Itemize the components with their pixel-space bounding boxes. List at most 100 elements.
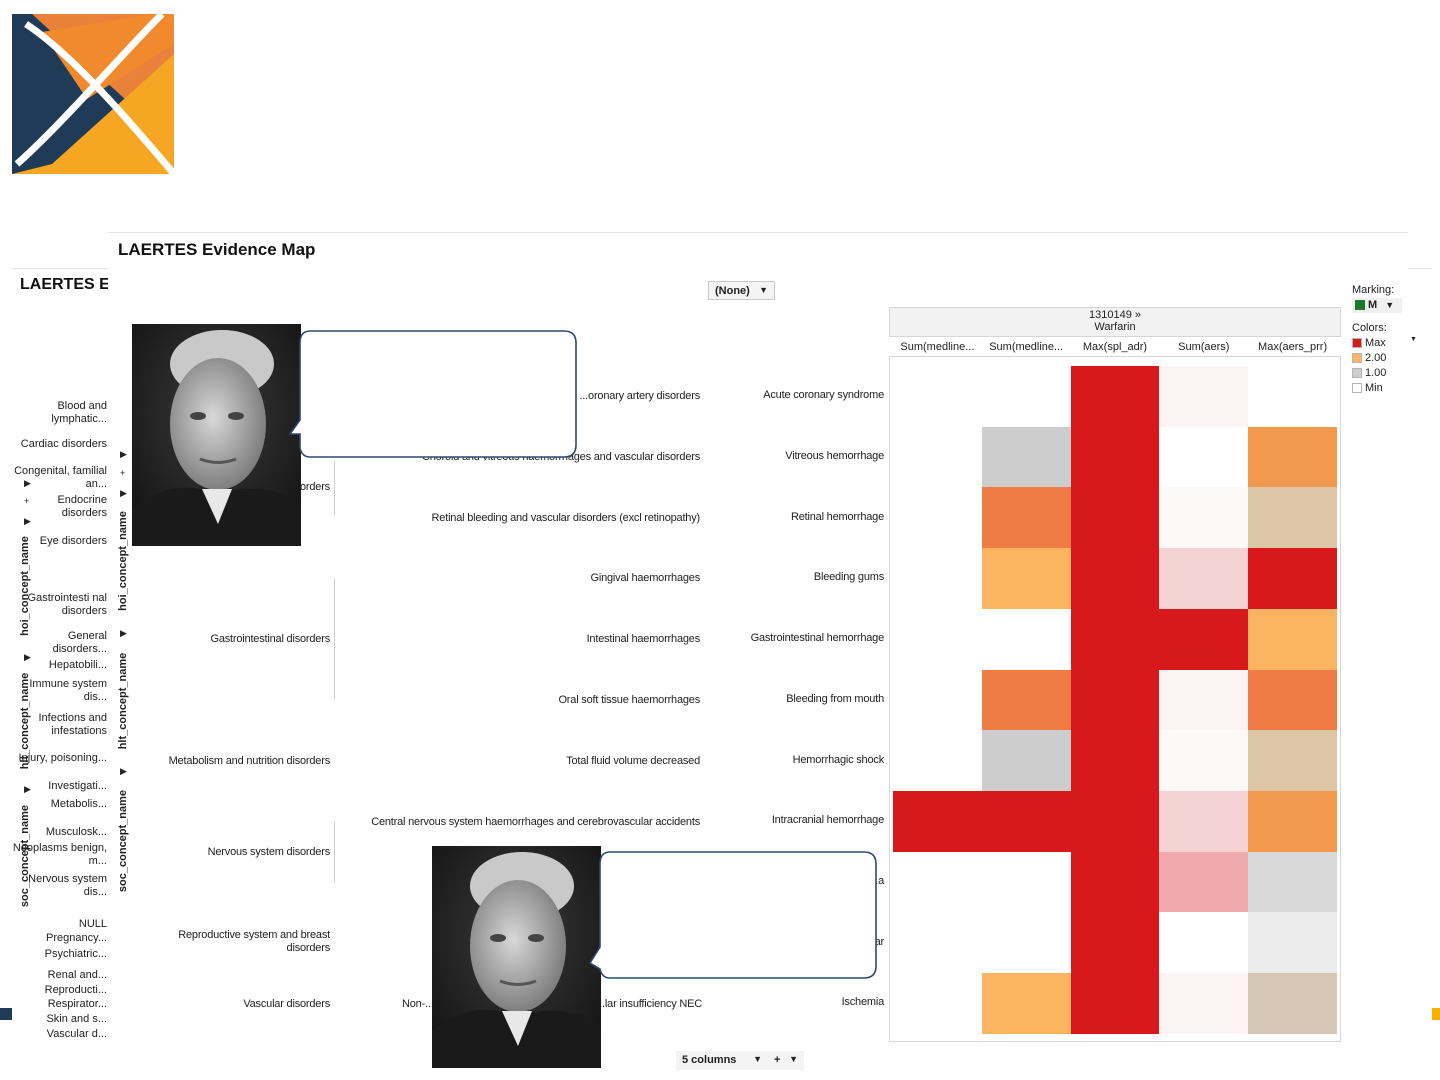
heatmap-cell <box>1070 973 1160 1035</box>
heatmap-cell <box>1248 426 1338 488</box>
color-by-value: (None) <box>715 285 750 297</box>
expand-arrow-icon[interactable]: ▶ <box>120 628 127 638</box>
speech-bubble <box>288 330 577 458</box>
heatmap-cell <box>1070 366 1160 428</box>
collapse-arrow-icon[interactable]: ▼ <box>1410 336 1417 343</box>
heatmap-cell <box>1159 608 1249 670</box>
column-header: Sum(medline... <box>900 341 975 353</box>
chevron-down-icon: ▼ <box>759 285 768 295</box>
marking-dropdown[interactable]: M ▼ <box>1352 298 1402 313</box>
axis-label-soc-2: soc_concept_name <box>117 789 129 893</box>
soc-sidebar-item: Infections and infestations <box>38 712 108 737</box>
heatmap-cell <box>1248 790 1338 853</box>
soc-sidebar-item: Hepatobili... <box>48 659 107 671</box>
heatmap-cell <box>1248 548 1338 610</box>
soc-sidebar-item: Nervous system dis... <box>28 873 107 898</box>
portrait-photo <box>132 324 301 546</box>
columns-dropdown[interactable]: 5 columns ▼ <box>676 1051 768 1070</box>
heatmap-cell <box>1159 973 1249 1035</box>
heatmap-cell <box>1159 669 1249 731</box>
legend-swatch <box>1352 353 1362 364</box>
page-title: LAERTES Evidence Map <box>118 240 316 259</box>
legend: Marking: M ▼ Colors: Max 2.00 1.00 Min <box>1352 283 1432 396</box>
axis-label-hoi: hoi_concept_name <box>19 536 31 636</box>
speech-bubble <box>588 851 877 979</box>
heatmap-cell <box>981 851 1072 913</box>
heatmap-cell <box>1248 851 1338 913</box>
portrait-photo <box>432 846 601 1068</box>
soc-sidebar-item: Endocrine disorders <box>57 494 107 519</box>
expand-arrow-icon[interactable]: ▶ <box>120 449 127 459</box>
edge-marker <box>0 1008 12 1020</box>
heatmap-cell <box>981 912 1072 974</box>
soc-sidebar-item: Musculosk... <box>45 826 107 838</box>
heatmap-cell <box>1070 851 1160 913</box>
heatmap-cell <box>1248 366 1338 428</box>
legend-swatch <box>1352 383 1362 394</box>
heatmap-cell <box>1159 912 1249 974</box>
hlt-label: Central nervous system haemorrhages and … <box>371 816 700 828</box>
hoi-label: Hemorrhagic shock <box>792 753 885 766</box>
plus-icon[interactable]: + <box>120 468 126 478</box>
expand-arrow-icon[interactable]: ▶ <box>24 516 31 526</box>
hoi-label: Gastrointestinal hemorrhage <box>750 632 885 645</box>
heatmap-cell <box>1070 730 1160 792</box>
heatmap-cell <box>981 669 1072 731</box>
soc-sidebar-item: Congenital, familial an... <box>14 465 107 490</box>
heatmap-cell <box>1248 608 1338 670</box>
page-title-back: LAERTES E <box>20 276 108 293</box>
color-by-dropdown[interactable]: (None) ▼ <box>708 281 775 300</box>
expand-arrow-icon[interactable]: ▶ <box>120 488 127 498</box>
heatmap-cell <box>1248 669 1338 731</box>
heatmap-cell <box>1248 487 1338 549</box>
soc-group-label: Gastrointestinal disorders <box>210 633 330 645</box>
heatmap-cell <box>893 973 983 1035</box>
hlt-label: Intestinal haemorrhages <box>586 633 701 645</box>
soc-sidebar-item: Neoplasms benign, m... <box>12 842 107 867</box>
soc-sidebar-item: NULL <box>78 918 107 930</box>
hoi-label: Ischemia <box>841 996 885 1009</box>
axis-label-hlt-2: hlt_concept_name <box>117 652 129 750</box>
heatmap-cell <box>1070 669 1160 731</box>
expand-arrow-icon[interactable]: ▶ <box>24 478 31 488</box>
plus-icon[interactable]: + <box>24 496 30 506</box>
hlt-label: ...oronary artery disorders <box>579 390 700 402</box>
heatmap-cell <box>893 366 983 428</box>
soc-sidebar-item: Metabolis... <box>50 798 107 810</box>
expand-arrow-icon[interactable]: ▶ <box>120 766 127 776</box>
legend-items: Max 2.00 1.00 Min <box>1352 336 1432 396</box>
soc-sidebar-item: Investigati... <box>48 780 107 792</box>
column-header: Sum(medline... <box>989 341 1064 353</box>
legend-swatch <box>1352 368 1362 379</box>
hoi-label: Vitreous hemorrhage <box>785 450 884 463</box>
drug-name: Warfarin <box>1094 321 1136 333</box>
add-column-button[interactable]: + ▼ <box>768 1051 804 1070</box>
divider <box>12 268 108 269</box>
soc-group-label: Metabolism and nutrition disorders <box>168 755 331 767</box>
heatmap-cell <box>981 973 1072 1035</box>
drug-header: 1310149 » Warfarin <box>889 307 1341 337</box>
hoi-label: Bleeding gums <box>813 571 884 584</box>
heatmap-cell <box>1159 426 1249 488</box>
heatmap-cell <box>893 426 983 488</box>
soc-sidebar-item: Eye disorders <box>39 535 107 547</box>
legend-item: 1.00 <box>1352 366 1432 381</box>
legend-label: Max <box>1365 337 1386 349</box>
marking-swatch <box>1355 300 1365 311</box>
legend-item: Min <box>1352 381 1432 396</box>
chevron-down-icon: ▼ <box>753 1054 762 1064</box>
soc-sidebar-item: Vascular d... <box>46 1028 107 1040</box>
heatmap-cell <box>981 548 1072 610</box>
drug-id: 1310149 » <box>1089 309 1141 321</box>
legend-label: Min <box>1365 382 1383 394</box>
soc-sidebar-item: Injury, poisoning... <box>18 752 107 764</box>
axis-label-hoi-2: hoi_concept_name <box>117 511 129 611</box>
hoi-label: Retinal hemorrhage <box>790 510 884 523</box>
soc-sidebar-item: Renal and... <box>47 969 107 981</box>
group-bracket <box>334 822 339 882</box>
expand-arrow-icon[interactable]: ▶ <box>24 784 31 794</box>
heatmap-cell <box>893 608 983 670</box>
soc-sidebar-item: Blood and lymphatic... <box>51 400 107 425</box>
column-header: Max(spl_adr) <box>1082 341 1148 353</box>
expand-arrow-icon[interactable]: ▶ <box>24 652 31 662</box>
